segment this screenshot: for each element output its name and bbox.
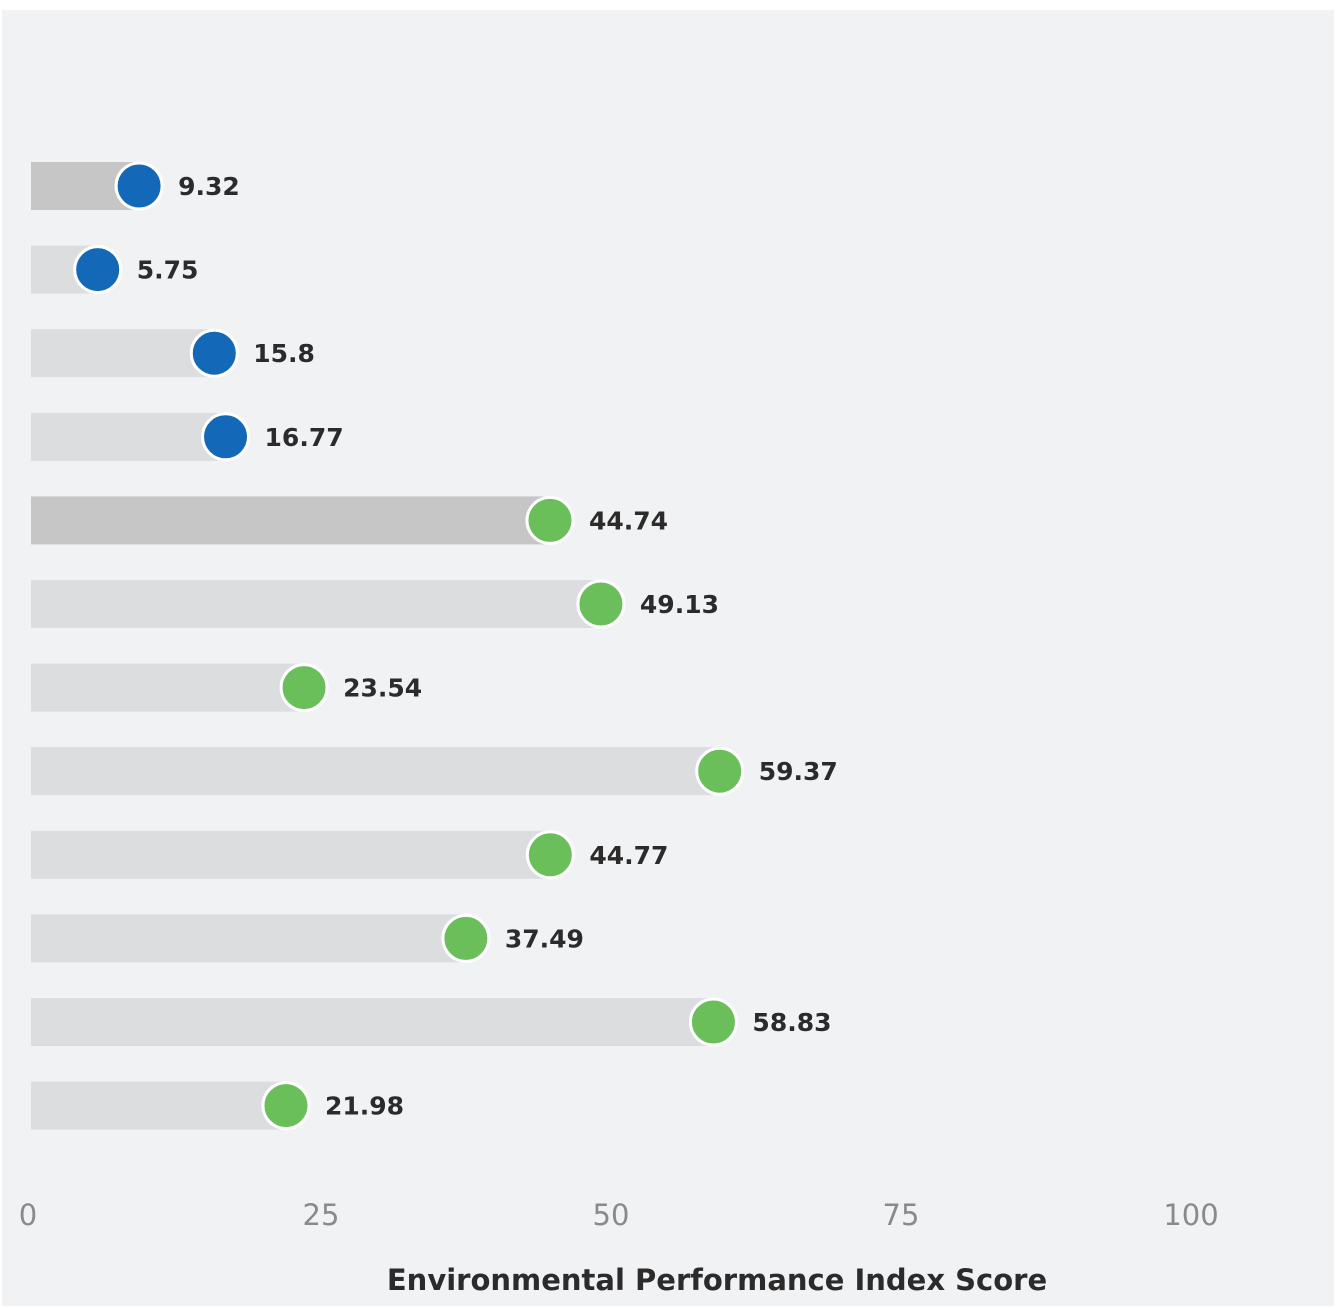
dot-12	[261, 1081, 311, 1131]
x-tick-label-0: 0	[19, 1198, 37, 1232]
dot-9	[525, 830, 575, 880]
x-tick-label-25: 25	[303, 1198, 340, 1232]
bar-11	[31, 998, 714, 1046]
value-labels-layer: 9.32 5.75 15.8 16.77 44.74 49.13 23.54 59.37 44.…	[137, 172, 838, 1121]
dot-4	[201, 412, 251, 462]
value-label-7: 23.54	[343, 674, 422, 703]
bar-4	[31, 412, 226, 461]
dot-3	[189, 328, 239, 378]
dot-6	[576, 579, 626, 629]
bar-7	[31, 663, 305, 712]
value-label-2: 5.75	[137, 256, 199, 285]
x-axis-title: Environmental Performance Index Score	[387, 1263, 1047, 1297]
value-label-8: 59.37	[759, 757, 838, 786]
value-label-12: 21.98	[325, 1092, 404, 1121]
x-tick-label-100: 100	[1163, 1198, 1218, 1232]
value-label-9: 44.77	[589, 841, 668, 870]
value-label-3: 15.8	[253, 339, 315, 368]
bar-8	[31, 747, 720, 796]
dot-8	[695, 746, 745, 796]
value-label-5: 44.74	[589, 506, 668, 535]
dot-10	[441, 913, 491, 963]
bar-12	[31, 1081, 286, 1130]
x-axis-ticks: 0 25 50 75 100	[19, 1198, 1219, 1232]
value-label-1: 9.32	[178, 172, 240, 201]
value-label-11: 58.83	[752, 1008, 831, 1037]
dot-7	[279, 663, 329, 713]
x-tick-label-75: 75	[883, 1198, 920, 1232]
dot-2	[73, 245, 123, 295]
dot-1	[114, 161, 164, 211]
bars-layer	[31, 162, 720, 1130]
dot-5	[525, 495, 575, 545]
bar-5	[31, 496, 550, 545]
bar-6	[31, 580, 601, 628]
value-label-10: 37.49	[505, 924, 584, 953]
bar-3	[31, 329, 215, 378]
dots-layer	[73, 161, 745, 1131]
x-tick-label-50: 50	[593, 1198, 630, 1232]
value-label-6: 49.13	[640, 590, 719, 619]
value-label-4: 16.77	[265, 423, 344, 452]
bar-10	[31, 914, 466, 963]
dot-11	[688, 997, 738, 1047]
bar-9	[31, 830, 551, 879]
